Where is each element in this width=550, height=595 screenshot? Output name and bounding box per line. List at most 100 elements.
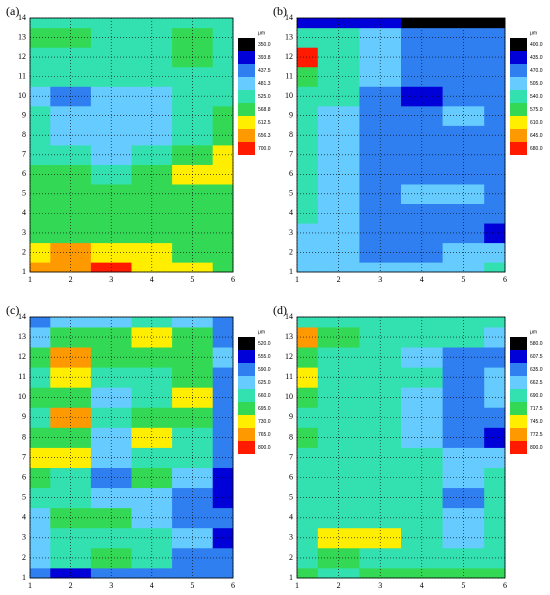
x-tick-label: 4 (420, 275, 424, 284)
contour-cell (131, 407, 173, 428)
colorbar-label: 610.0 (530, 120, 543, 126)
contour-cell (401, 105, 443, 126)
colorbar-label: 680.0 (530, 146, 543, 152)
y-tick-label: 2 (289, 553, 293, 562)
x-tick-label: 5 (190, 581, 194, 590)
colorbar-label: 700.0 (258, 146, 271, 152)
contour-cell (442, 387, 485, 408)
y-tick-label: 5 (289, 493, 293, 502)
contour-cell (50, 105, 92, 126)
y-tick-label: 7 (289, 452, 293, 461)
contour-cell (30, 507, 51, 529)
contour-cell (359, 27, 402, 48)
contour-cell (401, 145, 443, 165)
contour-cell (317, 105, 360, 126)
contour-cell (317, 223, 360, 244)
contour-cell (401, 407, 443, 428)
contour-cell (212, 125, 234, 146)
y-tick-label: 3 (289, 228, 293, 237)
y-tick-label: 2 (289, 247, 293, 256)
contour-cell (30, 317, 51, 328)
x-tick-label: 2 (337, 275, 341, 284)
x-tick-label: 5 (190, 275, 194, 284)
contour-cell (30, 223, 51, 244)
y-tick-label: 10 (18, 91, 26, 100)
y-tick-label: 12 (18, 52, 26, 61)
contour-cell (212, 66, 234, 87)
contour-cell (401, 567, 443, 579)
contour-cell (484, 18, 506, 29)
colorbar-label: 690.0 (530, 393, 543, 399)
y-tick-label: 1 (22, 573, 26, 582)
contour-cell (212, 105, 234, 126)
colorbar-swatch (238, 363, 255, 376)
colorbar-swatch (510, 38, 527, 51)
contour-cell (297, 27, 319, 48)
contour-cell (30, 327, 51, 348)
colorbar-unit: μm (258, 30, 265, 36)
contour-cell (212, 317, 234, 328)
contour-cell (30, 66, 51, 87)
colorbar-swatch (238, 415, 255, 428)
contour-cell (442, 347, 485, 368)
contour-cell (30, 567, 51, 579)
contour-cell (359, 347, 402, 368)
contour-cell (297, 447, 319, 468)
y-tick-label: 11 (18, 372, 26, 381)
y-tick-label: 6 (22, 472, 26, 481)
y-tick-label: 14 (18, 312, 26, 321)
contour-cell (131, 66, 173, 87)
y-tick-label: 14 (18, 13, 26, 22)
y-tick-label: 8 (289, 432, 293, 441)
colorbar-label: 580.0 (530, 341, 543, 347)
colorbar-swatch (238, 428, 255, 441)
y-tick-label: 12 (285, 352, 293, 361)
contour-cell (297, 47, 319, 68)
contour-cell (131, 507, 173, 529)
y-tick-label: 13 (285, 332, 293, 341)
colorbar-swatch (510, 376, 527, 389)
contour-cell (297, 242, 319, 263)
contour-cell (131, 467, 173, 489)
contour-cell (442, 407, 485, 428)
x-tick-label: 6 (231, 275, 235, 284)
contour-cell (297, 507, 319, 529)
contour-cell (50, 547, 92, 569)
colorbar-swatch (510, 77, 527, 90)
colorbar-unit: μm (530, 329, 537, 335)
contour-cell (212, 367, 234, 388)
contour-cell (317, 27, 360, 48)
colorbar-label: 568.8 (258, 107, 271, 113)
contour-cell (484, 317, 506, 328)
contour-cell (484, 487, 506, 509)
y-tick-label: 10 (18, 392, 26, 401)
contour-cell (442, 317, 485, 328)
contour-cell (484, 262, 506, 273)
colorbar-label: 505.0 (530, 81, 543, 87)
contour-cell (30, 105, 51, 126)
y-tick-label: 3 (22, 228, 26, 237)
contour-cell (484, 105, 506, 126)
contour-cell (359, 567, 402, 579)
contour-cell (317, 527, 360, 549)
contour-cell (297, 367, 319, 388)
contour-cell (484, 407, 506, 428)
panel-label: (c) (6, 303, 19, 317)
contour-cell (484, 507, 506, 529)
y-tick-label: 8 (22, 432, 26, 441)
x-tick-label: 2 (69, 275, 73, 284)
y-tick-label: 9 (22, 412, 26, 421)
x-tick-label: 5 (461, 581, 465, 590)
colorbar-swatch (238, 103, 255, 116)
contour-cell (359, 317, 402, 328)
contour-cell (30, 487, 51, 509)
x-tick-label: 1 (295, 581, 299, 590)
contour-cell (30, 527, 51, 549)
colorbar-swatch (238, 129, 255, 142)
contour-cell (484, 27, 506, 48)
contour-cell (359, 327, 402, 348)
y-tick-label: 11 (285, 71, 293, 80)
x-tick-label: 4 (150, 581, 154, 590)
y-tick-label: 4 (22, 513, 26, 522)
